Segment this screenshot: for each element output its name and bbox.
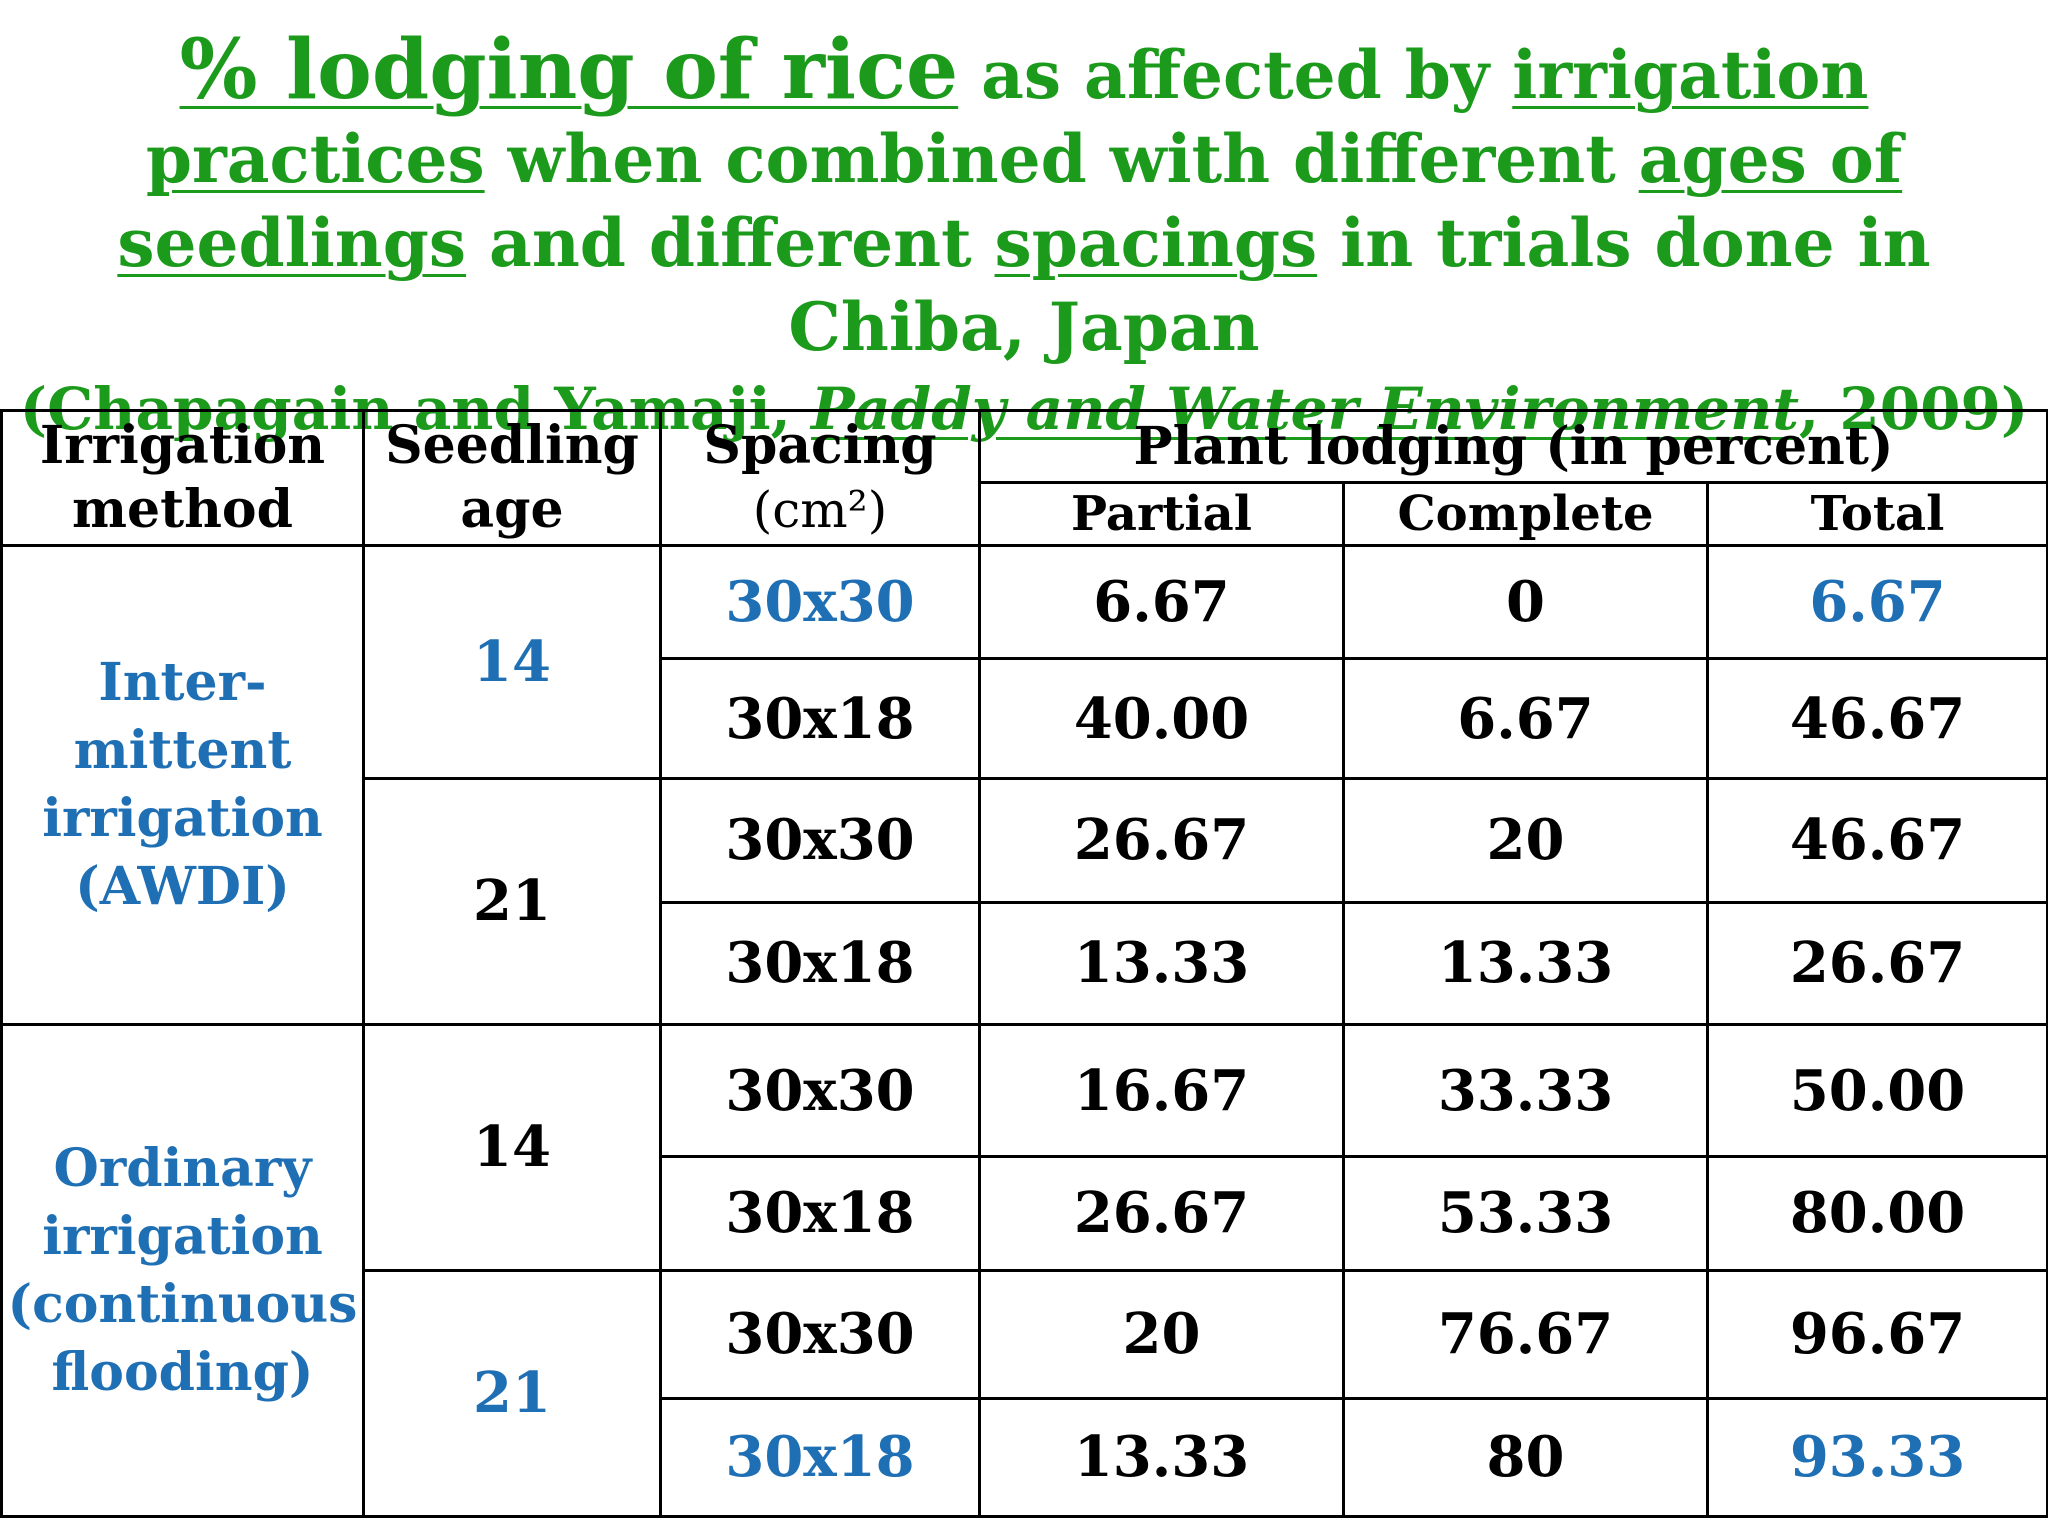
partial-cell: 13.33 xyxy=(978,1396,1345,1519)
complete-cell: 76.67 xyxy=(1342,1268,1709,1400)
method-ordinary: Ordinary irrigation (continuous flooding… xyxy=(0,1023,365,1518)
complete-cell: 53.33 xyxy=(1342,1155,1709,1272)
spacing-cell: 30x18 xyxy=(659,900,981,1027)
spacing-cell: 30x18 xyxy=(659,657,981,780)
partial-cell: 16.67 xyxy=(978,1023,1345,1159)
complete-cell: 0 xyxy=(1342,544,1709,661)
title-ages: ages of seedlings xyxy=(117,120,1903,282)
seedling-age-cell: 21 xyxy=(362,776,662,1027)
spacing-cell: 30x30 xyxy=(659,1023,981,1159)
complete-cell: 80 xyxy=(1342,1396,1709,1519)
seedling-age-cell: 14 xyxy=(362,1023,662,1272)
method-intermittent: Inter-mittent irrigation (AWDI) xyxy=(0,544,365,1027)
partial-cell: 20 xyxy=(978,1268,1345,1400)
complete-cell: 20 xyxy=(1342,776,1709,904)
title-lodging: % lodging of rice xyxy=(179,22,959,118)
total-cell: 50.00 xyxy=(1705,1023,2048,1159)
header-plant-lodging: Plant lodging (in percent) xyxy=(977,408,2048,485)
partial-cell: 40.00 xyxy=(978,657,1345,780)
total-cell: 46.67 xyxy=(1705,657,2048,780)
spacing-cell: 30x18 xyxy=(659,1155,981,1272)
title-irrigation: irrigation practices xyxy=(145,36,1869,198)
seedling-age-cell: 21 xyxy=(362,1268,662,1519)
spacing-cell: 30x18 xyxy=(659,1396,981,1519)
partial-cell: 6.67 xyxy=(978,544,1345,661)
title-text: as affected by xyxy=(958,36,1513,114)
title-text: when combined with different xyxy=(484,120,1639,198)
complete-cell: 13.33 xyxy=(1342,900,1709,1027)
spacing-cell: 30x30 xyxy=(659,776,981,904)
complete-cell: 33.33 xyxy=(1342,1023,1709,1159)
partial-cell: 26.67 xyxy=(978,1155,1345,1272)
total-cell: 80.00 xyxy=(1705,1155,2048,1272)
total-cell: 6.67 xyxy=(1705,544,2048,661)
header-irrigation-method: Irrigation method xyxy=(0,408,365,548)
partial-cell: 13.33 xyxy=(978,900,1345,1027)
lodging-table: Irrigation method Seedling age Spacing (… xyxy=(0,408,2048,1519)
total-cell: 46.67 xyxy=(1705,776,2048,904)
seedling-age-cell: 14 xyxy=(362,544,662,780)
title-text: in trials done in Chiba, Japan xyxy=(788,204,1931,366)
header-complete: Complete xyxy=(1342,481,1709,548)
partial-cell: 26.67 xyxy=(978,776,1345,904)
title-line: % lodging of rice as affected by irrigat… xyxy=(0,28,2048,369)
header-spacing: Spacing (cm²) xyxy=(659,408,981,548)
header-spacing-unit: (cm²) xyxy=(752,481,888,540)
slide-title: % lodging of rice as affected by irrigat… xyxy=(0,28,2048,449)
title-text: and different xyxy=(466,204,995,282)
total-cell: 93.33 xyxy=(1705,1396,2048,1519)
spacing-cell: 30x30 xyxy=(659,1268,981,1400)
spacing-cell: 30x30 xyxy=(659,544,981,661)
header-seedling-age: Seedling age xyxy=(362,408,662,548)
complete-cell: 6.67 xyxy=(1342,657,1709,780)
header-total: Total xyxy=(1705,481,2048,548)
total-cell: 96.67 xyxy=(1705,1268,2048,1400)
total-cell: 26.67 xyxy=(1705,900,2048,1027)
header-partial: Partial xyxy=(978,481,1345,548)
title-spacings: spacings xyxy=(994,204,1318,282)
header-spacing-label: Spacing xyxy=(703,415,937,477)
